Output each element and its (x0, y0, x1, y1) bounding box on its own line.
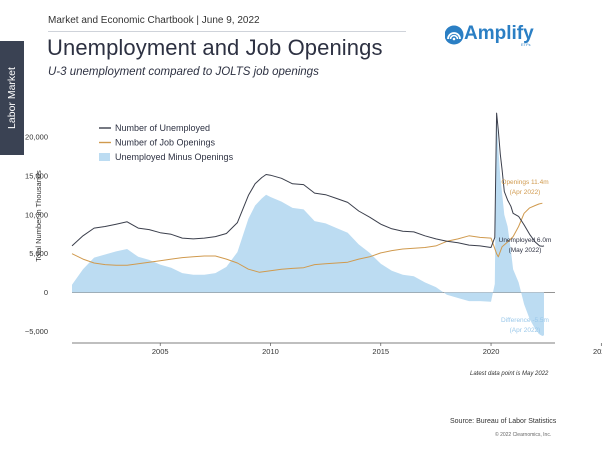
chart-title: Unemployment and Job Openings (47, 35, 383, 60)
unemployed-annotation: (May 2022) (509, 247, 542, 254)
y-tick-label: 20,000 (25, 133, 48, 142)
unemployed-annotation: Unemployed 6.0m (499, 237, 552, 244)
x-tick-label: 2010 (262, 347, 279, 356)
copyright-note: © 2022 Clearnomics, Inc. (495, 432, 552, 438)
source-note: Source: Bureau of Labor Statistics (450, 418, 557, 425)
title-divider (48, 31, 406, 32)
data-footnote: Latest data point is May 2022 (470, 371, 549, 377)
chart-subtitle: U-3 unemployment compared to JOLTS job o… (48, 66, 319, 78)
y-axis-label: Total Number in Thousands (34, 170, 43, 262)
y-tick-label: 5,000 (29, 249, 48, 258)
y-tick-label: 15,000 (25, 172, 48, 181)
chartbook-header: Market and Economic Chartbook | June 9, … (48, 15, 260, 26)
difference-area (72, 116, 544, 336)
logo-subtext: ETFs (521, 42, 531, 47)
x-tick-label: 2020 (483, 347, 500, 356)
legend-openings-label: Number of Job Openings (115, 138, 216, 148)
x-tick-label: 2015 (372, 347, 389, 356)
y-tick-label: 0 (44, 288, 48, 297)
section-tab[interactable]: Labor Market (0, 41, 24, 155)
x-tick-label: 2005 (152, 347, 169, 356)
amplify-logo-icon (445, 25, 464, 45)
difference-annotation: (Apr 2022) (510, 327, 541, 334)
difference-annotation: Difference -5.5m (501, 317, 549, 324)
openings-annotation: Openings 11.4m (501, 179, 548, 186)
y-tick-label: −5,000 (25, 327, 48, 336)
y-tick-label: 10,000 (25, 210, 48, 219)
openings-line (71, 202, 543, 273)
logo-wordmark: Amplify (464, 23, 534, 44)
legend-difference-swatch (99, 153, 110, 161)
unemployed-line (71, 112, 545, 248)
legend-difference-label: Unemployed Minus Openings (115, 152, 234, 162)
x-tick-label: 2025 (593, 347, 602, 356)
legend-unemployed-label: Number of Unemployed (115, 123, 210, 133)
openings-annotation: (Apr 2022) (510, 189, 541, 196)
